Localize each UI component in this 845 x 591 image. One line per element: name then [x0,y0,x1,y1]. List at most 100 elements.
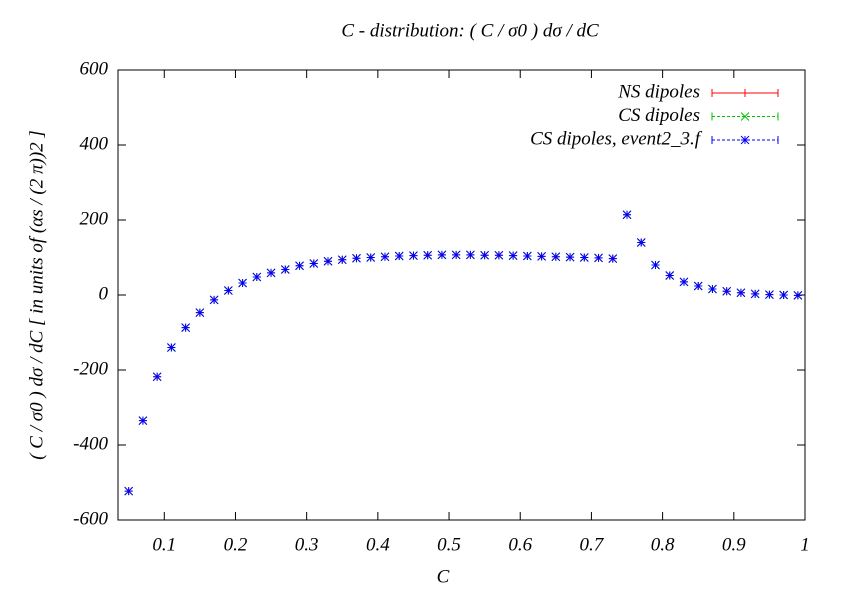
data-point [238,278,247,288]
data-point [708,284,717,294]
data-point [152,372,162,382]
y-axis-label: ( C / σ0 ) dσ / dC [ in units of (αs / (… [26,130,47,460]
x-tick-label: 0.7 [580,534,605,555]
data-point [636,238,646,247]
y-tick-label: 200 [80,208,109,229]
legend-label: CS dipoles, event2_3.f [530,128,703,149]
x-tick-label: 0.1 [152,534,176,555]
marker-stroke [693,281,703,291]
marker-stroke [238,278,247,288]
chart-title: C - distribution: ( C / σ0 ) dσ / dC [341,20,599,41]
x-tick-label: 0.5 [437,534,461,555]
marker-stroke [594,253,603,263]
x-tick-label: 0.8 [651,534,675,555]
data-point [565,252,575,262]
data-point [366,253,376,262]
marker-stroke [167,343,176,352]
data-point [665,271,675,280]
marker-stroke [537,252,546,261]
data-point [295,261,304,271]
y-tick-label: -400 [73,433,108,454]
marker-stroke [608,254,618,263]
marker-stroke [252,272,262,282]
marker-stroke [309,259,319,268]
data-point [352,253,361,263]
marker-stroke [323,256,333,266]
data-point [337,255,347,265]
data-point [423,250,433,260]
data-point [252,272,262,282]
plot-frame [117,69,806,521]
marker-stroke [181,323,190,332]
marker-stroke [380,252,390,262]
data-point [223,286,233,295]
data-point [736,288,746,298]
data-point [280,265,290,274]
data-point [750,289,760,299]
legend-label: NS dipoles [617,81,700,102]
data-point [722,286,732,296]
marker-stroke [466,250,475,260]
marker-stroke [722,286,732,296]
x-tick-label: 0.9 [722,534,746,555]
marker-stroke [366,253,376,262]
y-tick-label: 400 [80,133,109,154]
marker-stroke [565,252,575,262]
data-point [779,290,788,300]
data-point [679,277,689,287]
data-point [138,416,148,425]
data-point [266,268,276,278]
marker-stroke [195,308,205,317]
marker-stroke [679,277,689,287]
data-point [409,251,418,260]
data-point [522,251,532,261]
marker-stroke [665,271,675,280]
x-tick-label: 1 [800,534,810,555]
data-point [551,252,561,262]
marker-stroke [138,416,148,425]
data-point [181,323,190,332]
y-tick-label: -200 [73,358,108,379]
y-tick-label: 0 [99,283,109,304]
marker-stroke [740,135,750,145]
data-point [765,290,774,299]
data-point [693,281,703,291]
marker-stroke [740,112,750,121]
marker-stroke [793,291,803,300]
data-point [651,260,660,270]
marker-stroke [209,295,219,305]
data-point [380,252,390,262]
data-point [466,250,475,260]
marker-stroke [352,253,361,263]
marker-stroke [765,290,774,299]
marker-stroke [779,290,788,300]
marker-stroke [636,238,646,247]
data-point [793,291,803,300]
data-point [508,251,518,260]
marker-stroke [124,486,134,496]
marker-stroke [651,260,660,270]
y-tick-label: 600 [80,58,109,79]
marker-stroke [223,286,233,295]
marker-stroke [337,255,347,265]
data-point [209,295,219,305]
marker-stroke [551,252,561,262]
x-tick-label: 0.3 [295,534,319,555]
data-point [494,250,504,260]
marker-stroke [750,289,760,299]
marker-stroke [579,253,589,262]
data-point [437,250,447,260]
marker-stroke [437,250,447,260]
x-tick-label: 0.2 [224,534,248,555]
marker-stroke [451,250,461,260]
marker-stroke [708,284,717,294]
marker-stroke [423,250,433,260]
marker-stroke [295,261,304,271]
legend-label: CS dipoles [618,105,700,126]
marker-stroke [152,372,162,382]
data-point [309,259,319,268]
data-point [323,256,333,266]
marker-stroke [736,288,746,298]
data-point [579,253,589,262]
data-point [167,343,176,352]
